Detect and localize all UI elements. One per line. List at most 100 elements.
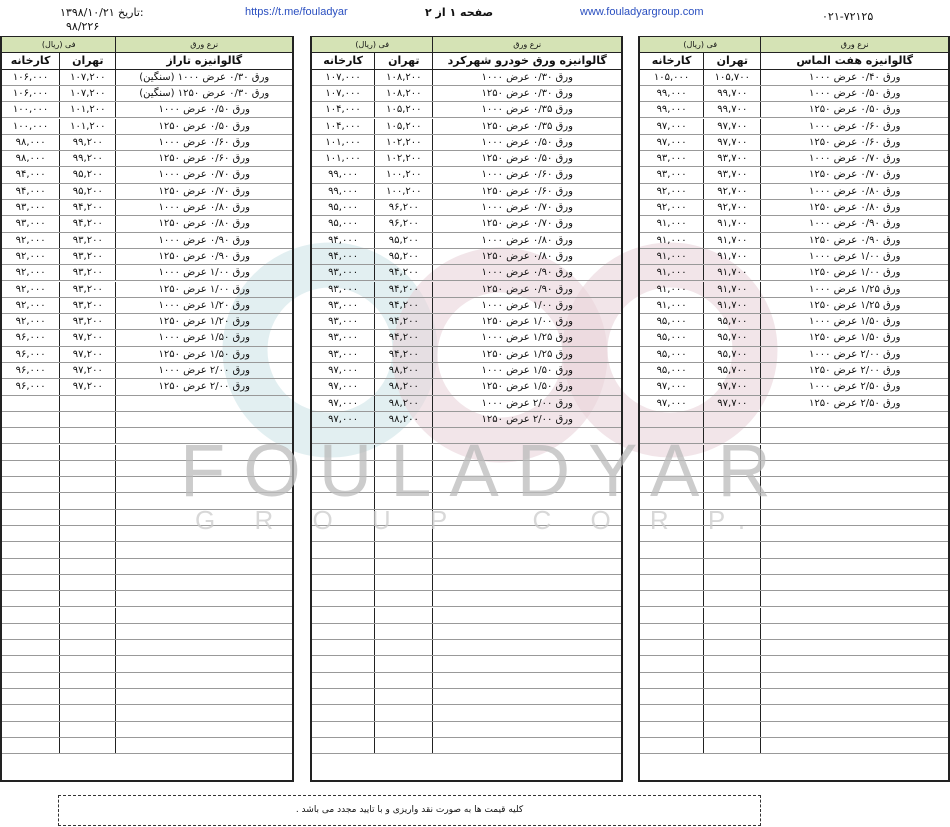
tehran-price (59, 395, 115, 411)
table-row (640, 526, 948, 543)
product-description (760, 591, 948, 607)
table-row: ۱۰۱,۰۰۰ ۱۰۲,۲۰۰ ورق ۰/۵۰ عرض ۱۰۰۰ (312, 134, 621, 152)
page-indicator: صفحه ۱ از ۲ (425, 6, 494, 19)
tehran-price (703, 640, 760, 656)
table-row: ۹۳,۰۰۰ ۹۴,۲۰۰ ورق ۰/۸۰ عرض ۱۰۰۰ (2, 200, 292, 217)
table-row (312, 721, 621, 738)
product-description: ورق ۲/۰۰ عرض ۱۲۵۰ (760, 363, 948, 379)
tehran-price: ۱۰۱,۲۰۰ (59, 102, 115, 118)
table-row: ۹۲,۰۰۰ ۹۲,۷۰۰ ورق ۰/۸۰ عرض ۱۲۵۰ (640, 200, 948, 217)
product-description (760, 623, 948, 640)
product-description: ورق ۱/۲۰ عرض ۱۲۵۰ (115, 314, 292, 330)
table-row (2, 395, 292, 412)
factory-price: ۹۳,۰۰۰ (328, 267, 359, 279)
tehran-price: ۹۵,۷۰۰ (703, 330, 760, 346)
factory-price (640, 673, 703, 688)
factory-price (2, 673, 59, 688)
factory-price: ۹۳,۰۰۰ (328, 348, 359, 360)
factory-price (2, 412, 59, 427)
factory-price (2, 477, 59, 492)
factory-price: ۹۲,۰۰۰ (15, 316, 46, 328)
product-description (760, 607, 948, 623)
table-row: ۹۹,۰۰۰ ۱۰۰,۲۰۰ ورق ۰/۶۰ عرض ۱۲۵۰ (312, 183, 621, 200)
table-row (2, 721, 292, 738)
table-row: ۹۴,۰۰۰ ۹۵,۲۰۰ ورق ۰/۷۰ عرض ۱۰۰۰ (2, 167, 292, 184)
tehran-price (374, 607, 432, 623)
product-description: ورق ۱/۰۰ عرض ۱۲۵۰ (432, 314, 621, 330)
product-description (760, 558, 948, 574)
product-description: ورق ۱/۵۰ عرض ۱۲۵۰ (760, 330, 948, 346)
factory-price (2, 738, 59, 753)
tehran-price (374, 623, 432, 640)
tehran-price (374, 656, 432, 672)
tehran-price: ۱۰۸,۲۰۰ (374, 69, 432, 85)
table-row: ۹۲,۰۰۰ ۹۳,۲۰۰ ورق ۰/۹۰ عرض ۱۲۵۰ (2, 248, 292, 266)
product-description: ورق ۰/۶۰ عرض ۱۰۰۰ (760, 118, 948, 134)
tehran-price: ۹۱,۷۰۰ (703, 297, 760, 314)
tehran-price (703, 526, 760, 542)
product-description (115, 623, 292, 640)
table-row: ۱۰۱,۰۰۰ ۱۰۲,۲۰۰ ورق ۰/۵۰ عرض ۱۲۵۰ (312, 151, 621, 168)
tehran-price: ۹۳,۲۰۰ (59, 265, 115, 281)
factory-price (312, 510, 374, 525)
product-description: ورق ۰/۷۰ عرض ۱۲۵۰ (432, 216, 621, 232)
table-row: ۹۳,۰۰۰ ۹۴,۲۰۰ ورق ۱/۰۰ عرض ۱۰۰۰ (312, 297, 621, 315)
tehran-price (703, 509, 760, 525)
product-description: ورق ۱/۲۵ عرض ۱۰۰۰ (760, 281, 948, 297)
table-row: ۱۰۷,۰۰۰ ۱۰۸,۲۰۰ ورق ۰/۳۰ عرض ۱۲۵۰ (312, 85, 621, 103)
factory-price (2, 559, 59, 574)
factory-price: ۹۲,۰۰۰ (15, 283, 46, 295)
tehran-price: ۹۴,۲۰۰ (374, 314, 432, 330)
tehran-price (703, 428, 760, 444)
telegram-link[interactable]: https://t.me/fouladyar (245, 6, 348, 18)
factory-price: ۱۰۰,۰۰۰ (12, 104, 49, 116)
table-row (640, 509, 948, 526)
tehran-price (59, 623, 115, 640)
table-row: ۹۵,۰۰۰ ۹۵,۷۰۰ ورق ۱/۵۰ عرض ۱۰۰۰ (640, 314, 948, 331)
product-description (115, 493, 292, 509)
table-row: ۹۴,۰۰۰ ۹۵,۲۰۰ ورق ۰/۷۰ عرض ۱۲۵۰ (2, 183, 292, 200)
table-header-row: فی (ریال) نرع ورق (640, 37, 948, 54)
product-description: ورق ۰/۳۵ عرض ۱۰۰۰ (432, 102, 621, 118)
factory-price: ۹۳,۰۰۰ (15, 218, 46, 230)
table-row: ۹۱,۰۰۰ ۹۱,۷۰۰ ورق ۱/۲۵ عرض ۱۲۵۰ (640, 297, 948, 315)
tehran-price (59, 721, 115, 737)
table-row (640, 737, 948, 755)
table-row: ۹۵,۰۰۰ ۹۶,۲۰۰ ورق ۰/۷۰ عرض ۱۰۰۰ (312, 200, 621, 217)
factory-price: ۹۵,۰۰۰ (656, 348, 687, 360)
tehran-price (59, 444, 115, 460)
factory-price: ۹۹,۰۰۰ (328, 185, 359, 197)
product-description (115, 411, 292, 428)
product-description: ورق ۲/۰۰ عرض ۱۲۵۰ (432, 411, 621, 428)
factory-price (2, 428, 59, 443)
table-header-row: کارخانه تهران گالوانیزه ورق خودرو شهرکرد (312, 53, 621, 70)
product-description: ورق ۱/۲۵ عرض ۱۲۵۰ (760, 297, 948, 314)
tehran-price (59, 737, 115, 754)
product-description: ورق ۰/۵۰ عرض ۱۲۵۰ (115, 118, 292, 134)
tehran-price: ۱۰۵,۷۰۰ (703, 69, 760, 85)
tehran-price: ۹۵,۷۰۰ (703, 314, 760, 330)
product-description: ورق ۰/۵۰ عرض ۱۰۰۰ (760, 85, 948, 102)
tehran-price: ۹۷,۲۰۰ (59, 379, 115, 395)
table-row (2, 509, 292, 526)
tehran-price (703, 558, 760, 574)
product-description (115, 607, 292, 623)
table-row (640, 705, 948, 722)
factory-price (2, 705, 59, 720)
factory-price (312, 722, 374, 737)
tehran-price: ۱۰۸,۲۰۰ (374, 85, 432, 102)
table-row (2, 737, 292, 755)
website-link[interactable]: www.fouladyargroup.com (580, 6, 704, 18)
tehran-price: ۹۴,۲۰۰ (374, 281, 432, 297)
factory-price: ۱۰۱,۰۰۰ (325, 136, 361, 148)
factory-price: ۱۰۷,۰۰۰ (325, 87, 361, 99)
phone-number: ۰۲۱-۷۲۱۲۵ (822, 10, 874, 23)
product-description: ورق ۲/۰۰ عرض ۱۰۰۰ (115, 363, 292, 379)
factory-price: ۹۱,۰۰۰ (656, 218, 687, 230)
table-row: ۹۵,۰۰۰ ۹۵,۷۰۰ ورق ۱/۵۰ عرض ۱۲۵۰ (640, 330, 948, 347)
table-row: ۹۲,۰۰۰ ۹۳,۲۰۰ ورق ۰/۹۰ عرض ۱۰۰۰ (2, 232, 292, 249)
table-row (640, 428, 948, 445)
product-description (760, 493, 948, 509)
tehran-price (59, 428, 115, 444)
table-row (640, 477, 948, 494)
